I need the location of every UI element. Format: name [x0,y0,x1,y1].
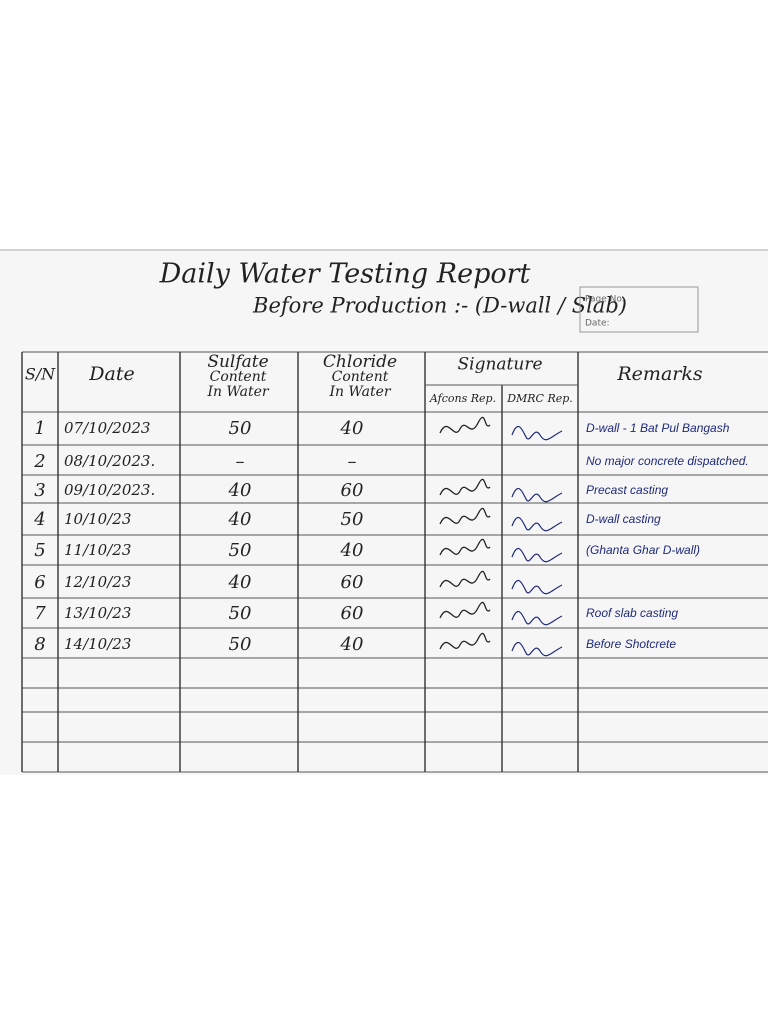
serial-number: 8 [34,634,45,655]
dmrc-signature [511,547,563,563]
column-header: Date [88,363,134,385]
table-grid [21,351,768,773]
dmrc-signature [511,516,563,532]
title: Daily Water Testing Report [159,259,531,290]
dmrc-signature [511,610,563,626]
serial-number: 4 [33,509,45,530]
serial-number: 3 [34,480,45,501]
stamp-box [579,286,699,333]
chloride: – [348,451,357,472]
chloride: 60 [341,480,364,501]
dmrc-signature [511,641,563,657]
column-header: S/N [25,365,56,384]
column-header: Chloride Content In Water [323,352,397,401]
sulfate: 50 [229,634,252,655]
serial-number: 1 [34,418,45,439]
date: 08/10/2023. [64,452,155,470]
date: 07/10/2023 [64,419,150,437]
remarks: (Ghanta Ghar D-wall) [586,543,700,557]
date: 09/10/2023. [64,481,155,499]
afcons-signature [439,601,491,619]
afcons-signature [439,478,491,496]
sulfate: 50 [229,603,252,624]
sulfate: 50 [229,418,252,439]
afcons-signature [439,632,491,650]
sulfate: – [236,451,245,472]
stamp-date: Date: [585,319,610,329]
chloride: 40 [340,634,364,655]
column-header: Signature [457,355,542,375]
remarks: Roof slab casting [586,606,678,620]
serial-number: 5 [34,540,45,561]
chloride: 60 [341,572,364,593]
column-header: Remarks [616,363,702,385]
remarks: D-wall casting [586,512,661,526]
signature-subheader: DMRC Rep. [506,392,573,405]
sulfate: 40 [228,572,252,593]
signature-subheader: Afcons Rep. [429,392,496,405]
date: 12/10/23 [64,573,131,591]
chloride: 40 [340,540,364,561]
remarks: Precast casting [586,483,668,497]
date: 14/10/23 [64,635,131,653]
afcons-signature [439,507,491,525]
sulfate: 40 [228,509,252,530]
stamp-page: Page No. [585,295,625,305]
table-cells: S/N Date Sulfate Content In Water Chloride Con… [25,352,749,657]
serial-number: 7 [34,603,46,624]
dmrc-signature [511,425,563,441]
chloride: 60 [341,603,364,624]
chloride: 50 [341,509,364,530]
remarks: Before Shotcrete [586,637,676,651]
remarks: D-wall - 1 Bat Pul Bangash [586,421,730,435]
remarks: No major concrete dispatched. [586,454,749,468]
afcons-signature [439,416,491,434]
date: 13/10/23 [64,604,131,622]
afcons-signature [439,538,491,556]
sulfate: 40 [228,480,252,501]
subtitle: Before Production :- (D-wall / Slab) [252,294,627,318]
column-header: Sulfate Content In Water [206,352,269,401]
serial-number: 6 [34,572,45,593]
afcons-signature [439,570,491,588]
sulfate: 50 [229,540,252,561]
serial-number: 2 [33,451,45,472]
dmrc-signature [511,487,563,503]
date: 11/10/23 [64,541,131,559]
date: 10/10/23 [64,510,131,528]
dmrc-signature [511,579,563,595]
chloride: 40 [340,418,364,439]
